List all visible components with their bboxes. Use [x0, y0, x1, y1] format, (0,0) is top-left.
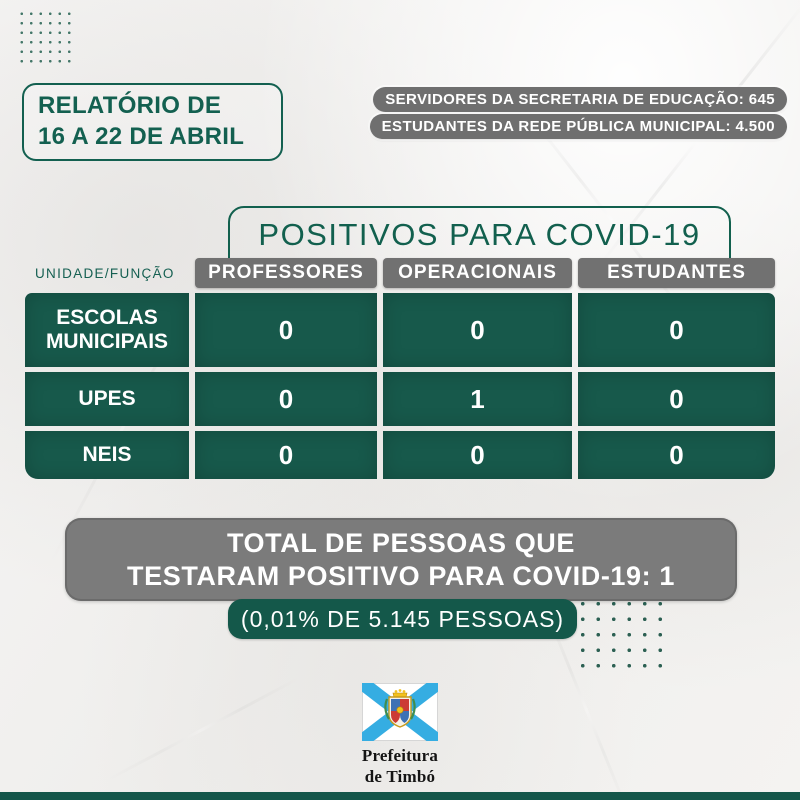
prefeitura-timbo-logo: Prefeitura de Timbó [0, 683, 800, 788]
table-cell: 0 [195, 293, 377, 367]
covid-cases-table: UNIDADE/FUNÇÃO PROFESSORES OPERACIONAIS … [25, 258, 775, 479]
column-header-operacionais: OPERACIONAIS [383, 258, 572, 288]
row-label-upes: UPES [25, 372, 189, 426]
table-cell: 0 [383, 431, 572, 479]
table-cell: 0 [195, 431, 377, 479]
stat-badge-estudantes: ESTUDANTES DA REDE PÚBLICA MUNICIPAL: 4.… [369, 114, 787, 139]
row-label-neis: NEIS [25, 431, 189, 479]
logo-text-line1: Prefeitura [361, 746, 439, 765]
column-header-estudantes: ESTUDANTES [578, 258, 775, 288]
table-cell: 1 [383, 372, 572, 426]
dot-grid-pattern-top-left-icon [15, 7, 75, 65]
row-label-escolas-municipais: ESCOLAS MUNICIPAIS [25, 293, 189, 367]
table-cell: 0 [578, 372, 775, 426]
report-period-box: RELATÓRIO DE 16 A 22 DE ABRIL [22, 83, 283, 161]
table-cell: 0 [195, 372, 377, 426]
report-period-line1: RELATÓRIO DE [38, 92, 222, 120]
report-period-line2: 16 A 22 DE ABRIL [38, 123, 245, 150]
table-cell: 0 [383, 293, 572, 367]
table-cell: 0 [578, 293, 775, 367]
table-title: POSITIVOS PARA COVID-19 [228, 206, 731, 260]
stat-badge-servidores: SERVIDORES DA SECRETARIA DE EDUCAÇÃO: 64… [373, 87, 787, 112]
total-banner-line1: TOTAL DE PESSOAS QUE [226, 527, 576, 558]
dot-grid-pattern-right-icon [572, 593, 672, 677]
table-cell: 0 [578, 431, 775, 479]
table-title-box: POSITIVOS PARA COVID-19 [228, 206, 735, 260]
bottom-accent-bar [0, 792, 800, 800]
logo-text-line2: de Timbó [364, 767, 436, 787]
table-corner-label: UNIDADE/FUNÇÃO [35, 265, 175, 281]
timbo-flag-icon [362, 683, 438, 741]
total-banner-line2: TESTARAM POSITIVO PARA COVID-19: 1 [127, 560, 675, 591]
percent-badge: (0,01% DE 5.145 PESSOAS) [228, 599, 577, 639]
column-header-professores: PROFESSORES [195, 258, 377, 288]
total-banner: TOTAL DE PESSOAS QUE TESTARAM POSITIVO P… [65, 518, 737, 601]
